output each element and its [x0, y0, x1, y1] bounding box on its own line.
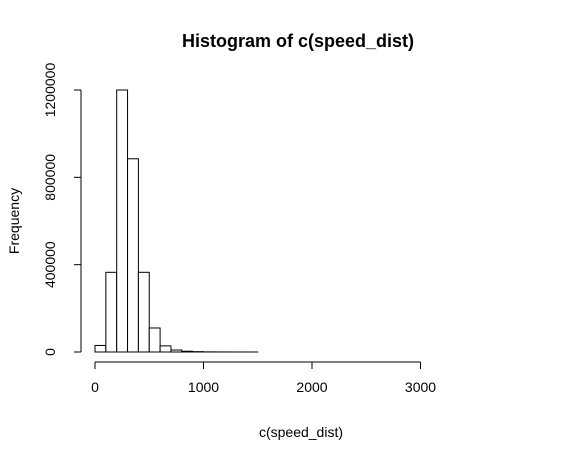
x-tick-label-0: 0 [91, 379, 99, 395]
histogram-bar-5 [148, 327, 161, 353]
histogram-bar-7 [170, 349, 183, 353]
histogram-bar-8 [181, 350, 194, 353]
x-ticks-layer: 0 1000 2000 3000 [91, 362, 436, 395]
y-tick-label-800000: 800000 [42, 154, 58, 201]
y-tick-label-1200000: 1200000 [42, 63, 58, 118]
y-ticks-layer: 0 400000 800000 1200000 [42, 63, 81, 356]
x-tick-label-1000: 1000 [188, 379, 219, 395]
x-axis-label: c(speed_dist) [259, 424, 343, 440]
histogram-bar-1 [105, 271, 118, 353]
histogram-bar-0 [94, 344, 107, 353]
y-tick-label-0: 0 [42, 348, 58, 356]
x-tick-label-3000: 3000 [405, 379, 436, 395]
histogram-bar-3 [127, 158, 139, 353]
histogram-bar-6 [159, 345, 172, 353]
y-tick-label-400000: 400000 [42, 241, 58, 288]
bars-layer [94, 89, 259, 353]
y-axis-label: Frequency [6, 188, 22, 254]
histogram-bar-4 [137, 271, 150, 353]
chart-title: Histogram of c(speed_dist) [182, 31, 414, 51]
x-tick-label-2000: 2000 [296, 379, 327, 395]
histogram-bar-2 [116, 89, 129, 353]
